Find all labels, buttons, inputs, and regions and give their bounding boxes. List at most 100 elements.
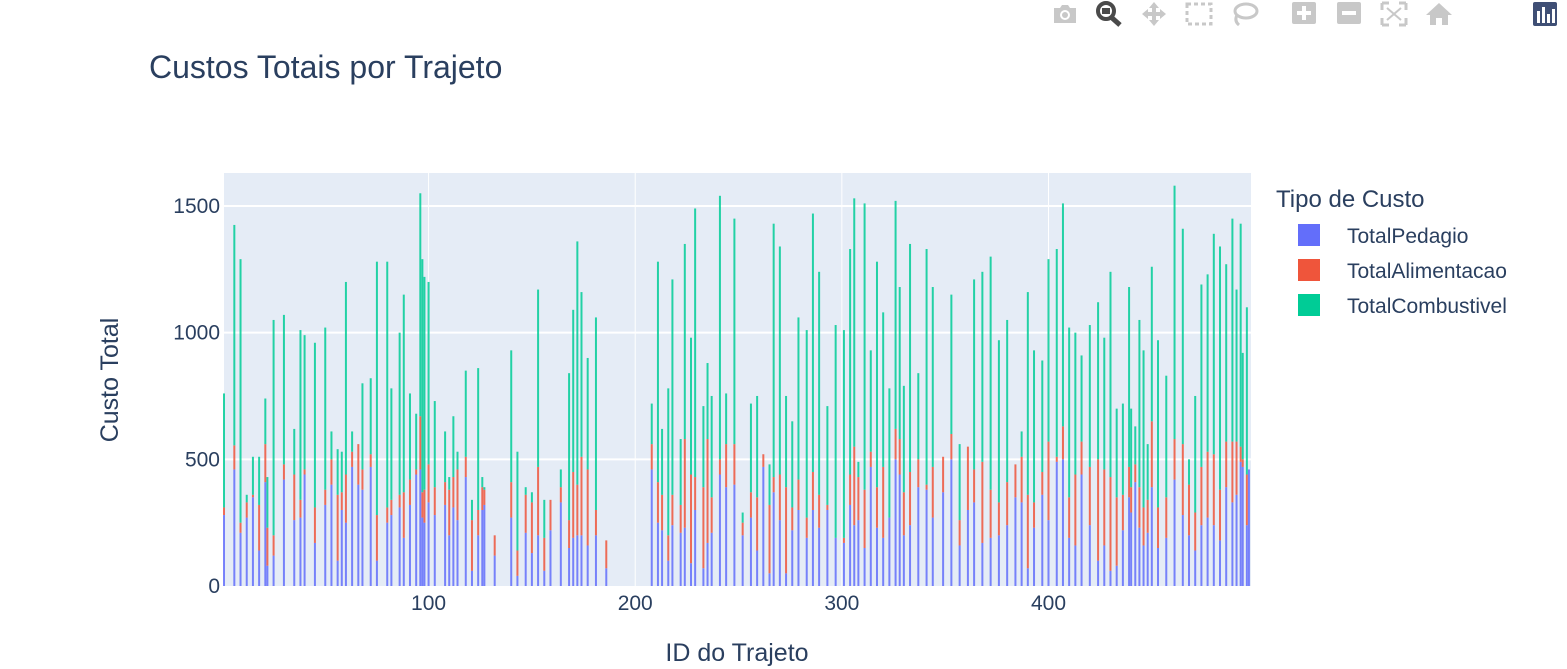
autoscale-icon[interactable] [1379, 0, 1409, 28]
bar-segment-TotalPedagio [989, 537, 992, 586]
bar-segment-TotalAlimentacao [452, 477, 455, 508]
bar-segment-TotalCombustivel [415, 413, 418, 470]
bar-segment-TotalPedagio [481, 509, 484, 586]
bar-segment-TotalCombustivel [351, 431, 354, 452]
bar-segment-TotalCombustivel [1097, 302, 1100, 460]
bar-segment-TotalAlimentacao [762, 454, 765, 467]
bar-segment-TotalAlimentacao [483, 489, 486, 505]
bar-segment-TotalAlimentacao [694, 477, 697, 510]
bar-segment-TotalPedagio [605, 568, 608, 586]
bar-segment-TotalCombustivel [785, 395, 788, 488]
bar-segment-TotalAlimentacao [1241, 459, 1244, 467]
bar-segment-TotalCombustivel [375, 261, 378, 516]
bar-segment-TotalCombustivel [1194, 395, 1197, 513]
box-select-icon[interactable] [1184, 0, 1214, 28]
camera-icon[interactable] [1050, 0, 1080, 28]
bar-segment-TotalAlimentacao [671, 494, 674, 526]
y-tick-label: 1000 [173, 322, 220, 345]
bar-segment-TotalCombustivel [264, 398, 267, 445]
bar-segment-TotalPedagio [1047, 520, 1050, 586]
bar-segment-TotalAlimentacao [1194, 512, 1197, 551]
bar-segment-TotalCombustivel [1020, 431, 1023, 457]
bar-segment-TotalCombustivel [1188, 459, 1191, 485]
bar-segment-TotalPedagio [483, 504, 486, 586]
bar-segment-TotalCombustivel [741, 512, 744, 523]
plotly-logo-icon[interactable] [1529, 0, 1559, 28]
bar-segment-TotalPedagio [768, 573, 771, 586]
bar-segment-TotalPedagio [1194, 550, 1197, 586]
bar-segment-TotalCombustivel [330, 431, 333, 460]
bar-segment-TotalPedagio [464, 477, 467, 586]
bar-segment-TotalCombustivel [1074, 332, 1077, 475]
bar-segment-TotalPedagio [1097, 560, 1100, 586]
bar-segment-TotalAlimentacao [679, 504, 682, 533]
bar-segment-TotalCombustivel [849, 249, 852, 475]
bar-segment-TotalCombustivel [925, 249, 928, 485]
bar-segment-TotalCombustivel [1146, 444, 1149, 500]
bar-segment-TotalPedagio [882, 537, 885, 586]
bar-segment-TotalPedagio [973, 502, 976, 586]
bar-segment-TotalAlimentacao [966, 446, 969, 510]
bar-segment-TotalPedagio [1206, 517, 1209, 586]
bar-segment-TotalCombustivel [1130, 408, 1133, 488]
legend-swatch[interactable] [1298, 224, 1320, 246]
bar-segment-TotalPedagio [778, 520, 781, 586]
zoom-in-icon[interactable] [1289, 0, 1319, 28]
bar-segment-TotalPedagio [785, 573, 788, 586]
zoom-out-icon[interactable] [1334, 0, 1364, 28]
bar-segment-TotalPedagio [1219, 540, 1222, 586]
bar-segment-TotalAlimentacao [537, 466, 540, 536]
bar-segment-TotalPedagio [909, 525, 912, 586]
bar-segment-TotalPedagio [772, 492, 775, 586]
y-tick-label: 0 [208, 575, 220, 598]
bar-segment-TotalAlimentacao [398, 494, 401, 508]
legend-swatch[interactable] [1298, 259, 1320, 281]
bar-segment-TotalAlimentacao [477, 509, 480, 536]
legend-swatch[interactable] [1298, 294, 1320, 316]
legend-label[interactable]: TotalCombustivel [1347, 295, 1507, 318]
legend-label[interactable]: TotalPedagio [1347, 225, 1468, 248]
reset-axes-icon[interactable] [1424, 0, 1454, 28]
bar-segment-TotalPedagio [931, 517, 934, 586]
bar-segment-TotalAlimentacao [448, 489, 451, 536]
bar-segment-TotalPedagio [568, 547, 571, 586]
bar-segment-TotalCombustivel [950, 294, 953, 434]
bar-segment-TotalAlimentacao [857, 477, 860, 521]
lasso-select-icon[interactable] [1229, 0, 1259, 28]
bar-segment-TotalCombustivel [1239, 223, 1242, 447]
bar-segment-TotalAlimentacao [1014, 464, 1017, 498]
bar-segment-TotalAlimentacao [580, 456, 583, 536]
bar-segment-TotalAlimentacao [1041, 471, 1044, 495]
legend-title: Tipo de Custo [1276, 186, 1425, 213]
bar-segment-TotalAlimentacao [245, 502, 248, 518]
bar-segment-TotalCombustivel [1006, 319, 1009, 483]
bar-segment-TotalAlimentacao [1047, 441, 1050, 521]
bar-segment-TotalAlimentacao [1188, 484, 1191, 536]
bar-segment-TotalAlimentacao [811, 471, 814, 510]
bar-segment-TotalPedagio [402, 537, 405, 586]
bar-segment-TotalCombustivel [902, 385, 905, 493]
legend-label[interactable]: TotalAlimentacao [1347, 260, 1507, 283]
bar-segment-TotalPedagio [756, 550, 759, 586]
bar-segment-TotalAlimentacao [1235, 441, 1238, 495]
bar-segment-TotalPedagio [1146, 532, 1149, 586]
bar-segment-TotalCombustivel [661, 428, 664, 495]
bar-segment-TotalCombustivel [650, 403, 653, 445]
bar-segment-TotalAlimentacao [402, 492, 405, 538]
bar-segment-TotalAlimentacao [863, 489, 866, 548]
bar-segment-TotalCombustivel [1080, 355, 1083, 442]
bar-segment-TotalAlimentacao [818, 494, 821, 528]
bar-segment-TotalPedagio [1006, 525, 1009, 586]
bar-segment-TotalPedagio [340, 509, 343, 586]
bar-segment-TotalCombustivel [340, 451, 343, 493]
bar-segment-TotalCombustivel [594, 317, 597, 510]
bar-segment-TotalAlimentacao [1225, 441, 1228, 488]
bar-segment-TotalAlimentacao [408, 479, 411, 505]
bar-segment-TotalPedagio [875, 527, 878, 586]
bar-segment-TotalAlimentacao [1219, 489, 1222, 541]
pan-icon[interactable] [1139, 0, 1169, 28]
bar-segment-TotalPedagio [421, 517, 424, 586]
zoom-icon[interactable] [1094, 0, 1124, 28]
bar-segment-TotalAlimentacao [1173, 439, 1176, 480]
bar-segment-TotalPedagio [853, 525, 856, 586]
